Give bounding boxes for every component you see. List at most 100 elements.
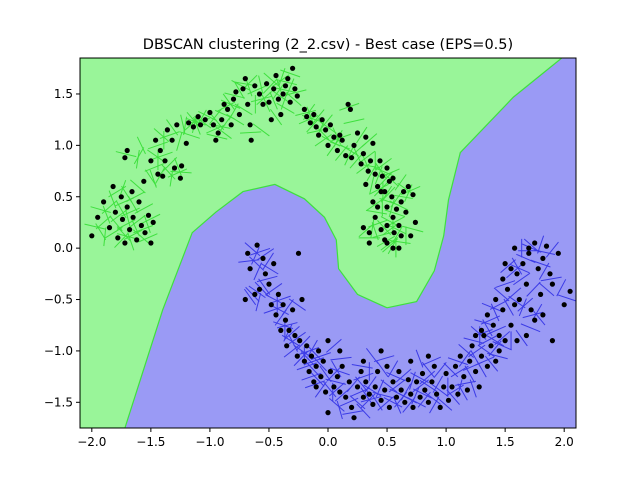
cell-edge xyxy=(251,247,260,265)
point-upper xyxy=(247,122,253,128)
point-upper xyxy=(294,93,300,99)
cell-edge xyxy=(206,133,228,140)
cell-edge xyxy=(288,298,306,311)
cell-edge xyxy=(256,275,278,283)
cell-edge xyxy=(506,264,522,279)
cell-edge xyxy=(311,109,325,125)
point-upper xyxy=(213,137,219,143)
cell-edge xyxy=(374,166,383,185)
point-upper xyxy=(110,183,116,190)
cell-edge xyxy=(516,253,536,264)
cell-edge xyxy=(250,247,271,256)
cell-edge xyxy=(248,285,266,299)
point-upper xyxy=(354,130,361,136)
point-upper xyxy=(393,206,400,212)
point-lower xyxy=(422,387,428,393)
cell-edge xyxy=(296,362,317,371)
cell-edge xyxy=(386,216,406,227)
point-lower xyxy=(410,404,416,410)
cell-edge xyxy=(272,90,290,103)
point-lower xyxy=(292,332,298,339)
y-axis: −1.5 −1.0 −0.5 0.0 0.5 1.0 1.5 xyxy=(44,87,80,409)
cell-edge xyxy=(523,238,540,253)
cell-edge xyxy=(334,387,351,402)
point-upper xyxy=(164,127,170,133)
point-lower xyxy=(278,327,284,333)
point-lower xyxy=(484,312,490,318)
point-lower xyxy=(532,317,538,323)
y-tick-label: −0.5 xyxy=(44,293,73,307)
cell-edge xyxy=(370,183,389,195)
x-tick-label: −1.5 xyxy=(136,435,165,449)
cell-edge xyxy=(487,352,508,360)
point-upper xyxy=(401,189,407,195)
point-lower xyxy=(262,271,268,277)
point-lower xyxy=(549,281,556,287)
cell-edge xyxy=(380,379,398,393)
cell-edge xyxy=(455,380,477,386)
point-upper xyxy=(252,83,258,89)
point-lower xyxy=(273,312,279,318)
cell-edges-lower xyxy=(238,235,576,420)
point-upper xyxy=(106,225,113,231)
point-lower xyxy=(467,358,473,364)
point-lower xyxy=(297,338,303,344)
point-lower xyxy=(275,291,281,297)
point-lower xyxy=(405,377,411,383)
point-upper xyxy=(372,171,378,177)
point-lower xyxy=(445,397,452,403)
point-upper xyxy=(215,130,221,136)
cell-edge xyxy=(468,344,486,358)
point-lower xyxy=(318,374,324,380)
cell-edge xyxy=(206,124,226,134)
cell-edge xyxy=(326,366,342,382)
point-lower xyxy=(327,368,333,375)
point-upper xyxy=(242,76,248,82)
point-upper xyxy=(280,91,286,97)
point-upper xyxy=(337,132,343,138)
cell-edge xyxy=(356,161,373,174)
point-lower xyxy=(437,404,443,410)
cell-edge xyxy=(332,127,342,145)
x-tick-label: 2.0 xyxy=(555,435,574,449)
point-lower xyxy=(526,245,532,251)
cell-edge xyxy=(505,287,522,302)
y-tick-label: 0.0 xyxy=(54,241,73,255)
cell-edge xyxy=(147,141,168,150)
point-lower xyxy=(455,391,461,397)
cell-edge xyxy=(312,356,327,372)
cell-edge xyxy=(108,190,117,209)
cell-edge xyxy=(301,372,322,381)
y-tick-label: −1.0 xyxy=(44,344,73,358)
point-upper xyxy=(186,120,192,126)
cell-edge xyxy=(281,334,300,347)
point-upper xyxy=(384,222,390,229)
cell-edge xyxy=(253,262,263,281)
cell-edge xyxy=(336,400,343,420)
cell-edge xyxy=(522,311,544,319)
point-upper xyxy=(390,175,396,181)
cell-edge xyxy=(280,69,301,78)
point-upper xyxy=(382,189,388,195)
cell-edge xyxy=(404,184,413,203)
point-upper xyxy=(162,158,168,164)
point-upper xyxy=(278,111,284,118)
y-tick-label: 0.5 xyxy=(54,190,73,204)
cell-edge xyxy=(134,203,154,214)
cell-edge xyxy=(400,383,412,401)
cell-edge xyxy=(325,378,346,385)
point-upper xyxy=(327,122,333,128)
cell-edge xyxy=(366,198,384,211)
point-upper xyxy=(347,106,353,112)
cell-edge xyxy=(295,109,316,117)
point-lower xyxy=(502,338,508,344)
cell-edge xyxy=(95,215,112,230)
point-upper xyxy=(372,214,378,220)
point-upper xyxy=(384,204,390,210)
cell-edge xyxy=(330,133,352,142)
cell-edge xyxy=(215,126,232,139)
y-tick-label: 1.0 xyxy=(54,138,73,152)
point-lower xyxy=(325,410,331,416)
point-upper xyxy=(282,83,289,89)
point-upper xyxy=(311,111,317,118)
